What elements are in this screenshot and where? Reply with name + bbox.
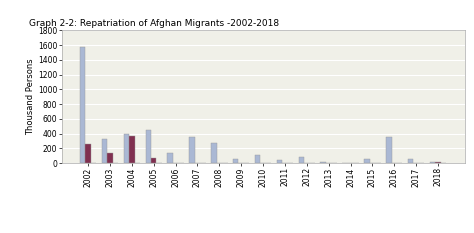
Bar <box>167 153 173 163</box>
Bar <box>146 130 151 163</box>
Bar <box>277 160 282 163</box>
Bar <box>107 153 113 163</box>
Bar <box>151 158 156 163</box>
Bar <box>80 47 85 163</box>
Bar <box>320 162 326 163</box>
Bar <box>129 136 135 163</box>
Bar <box>435 162 441 163</box>
Bar <box>430 162 435 163</box>
Bar <box>364 159 370 163</box>
Bar <box>408 159 413 163</box>
Bar <box>211 143 217 163</box>
Bar <box>260 162 266 163</box>
Bar <box>233 159 238 163</box>
Bar <box>304 162 310 163</box>
Bar <box>102 140 107 163</box>
Y-axis label: Thousand Persons: Thousand Persons <box>26 58 35 135</box>
Bar <box>124 134 129 163</box>
Text: Graph 2-2: Repatriation of Afghan Migrants -2002-2018: Graph 2-2: Repatriation of Afghan Migran… <box>29 19 280 28</box>
Bar <box>85 144 91 163</box>
Bar <box>299 157 304 163</box>
Bar <box>189 137 195 163</box>
Bar <box>255 155 260 163</box>
Bar <box>386 137 392 163</box>
